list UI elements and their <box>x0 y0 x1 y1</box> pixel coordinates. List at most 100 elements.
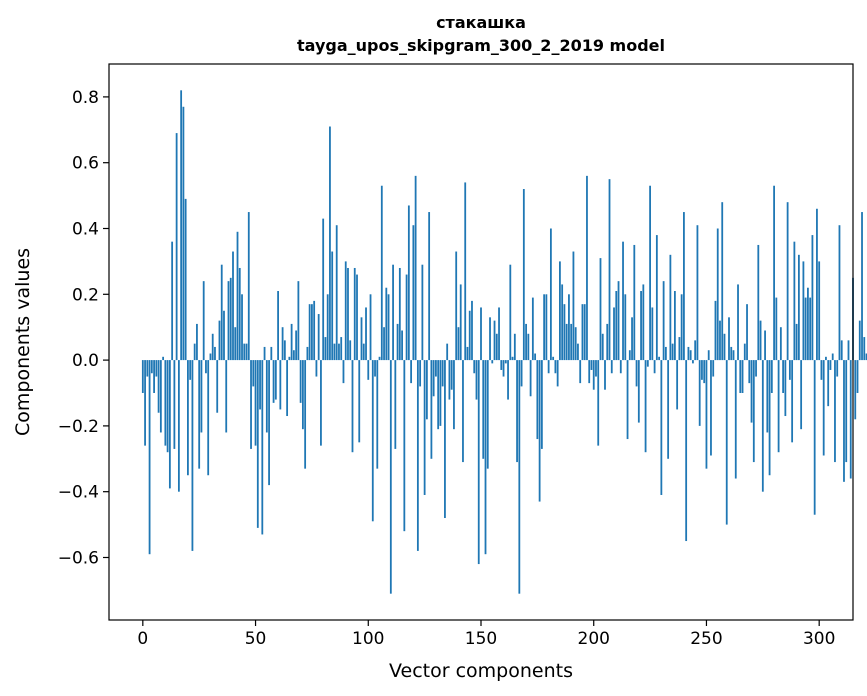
bar <box>863 337 866 361</box>
y-axis-ticks: −0.6 −0.4 −0.2 0.0 0.2 0.4 0.6 0.8 <box>58 88 109 568</box>
bar <box>225 360 228 433</box>
bar <box>306 346 309 361</box>
bar <box>308 304 311 361</box>
bar <box>816 208 818 361</box>
bar <box>655 235 658 361</box>
plot-frame <box>108 63 854 621</box>
bar <box>182 106 185 361</box>
bar <box>177 360 180 492</box>
bar <box>344 261 347 361</box>
bar <box>259 360 261 410</box>
bar <box>719 320 721 361</box>
bar <box>218 320 221 361</box>
bar <box>227 281 230 361</box>
bar <box>768 360 771 476</box>
bar <box>209 353 212 361</box>
bar <box>191 360 194 551</box>
bar <box>261 360 264 535</box>
bar <box>189 360 192 380</box>
bar <box>265 360 268 433</box>
bar <box>581 304 584 361</box>
bar <box>624 294 627 361</box>
bar <box>552 356 555 361</box>
bar <box>761 360 764 492</box>
bar <box>838 225 841 361</box>
bar <box>856 360 859 393</box>
bar <box>849 360 852 479</box>
bar <box>784 360 787 417</box>
bar <box>376 360 379 469</box>
x-axis-label: Vector components <box>389 660 573 682</box>
bar <box>473 360 476 374</box>
bar <box>601 333 604 361</box>
bar <box>365 307 367 361</box>
y-tick-label: −0.2 <box>58 417 99 437</box>
bar <box>669 254 672 361</box>
bar <box>653 360 656 374</box>
bar <box>475 360 478 400</box>
bar <box>313 300 316 361</box>
bar <box>680 294 683 361</box>
bar <box>504 360 507 364</box>
bar <box>396 323 399 361</box>
bar <box>748 360 751 384</box>
bar <box>320 360 322 446</box>
bar <box>561 284 564 361</box>
bar <box>157 360 160 413</box>
bar <box>703 360 706 384</box>
bar <box>162 356 165 361</box>
bar <box>613 307 615 361</box>
bar <box>590 360 593 370</box>
bar <box>809 297 812 361</box>
bar <box>689 350 692 361</box>
bar <box>840 340 843 361</box>
bar <box>547 360 550 374</box>
bar <box>423 360 426 495</box>
bar <box>646 360 649 367</box>
bar <box>333 343 336 361</box>
bar <box>635 360 638 387</box>
bar <box>387 294 390 361</box>
bar <box>628 350 631 361</box>
bar <box>673 291 676 361</box>
bar <box>723 333 726 361</box>
bar <box>854 360 857 420</box>
bar <box>256 360 259 528</box>
bar <box>238 267 241 361</box>
bar <box>270 346 273 361</box>
bar <box>342 360 345 384</box>
bar <box>732 350 735 361</box>
bar <box>698 360 701 426</box>
bar <box>241 294 243 361</box>
bar <box>755 360 757 377</box>
bar <box>829 360 832 370</box>
x-tick-label: 100 <box>352 629 384 649</box>
bar <box>527 333 530 361</box>
bar <box>592 360 595 390</box>
bar <box>412 225 415 361</box>
bar <box>353 267 356 361</box>
bar <box>301 360 304 430</box>
bar <box>500 360 503 370</box>
bar <box>608 179 611 361</box>
bar <box>540 360 543 449</box>
bar <box>159 360 162 433</box>
bar <box>836 360 839 377</box>
bar <box>847 340 850 361</box>
bar <box>211 333 214 361</box>
bar <box>335 225 338 361</box>
bar <box>678 337 681 361</box>
bar <box>750 360 753 423</box>
bar <box>516 360 518 463</box>
bar <box>694 340 697 361</box>
bar <box>579 360 582 384</box>
bar <box>759 320 762 361</box>
bar <box>559 261 561 361</box>
bar <box>520 360 523 387</box>
bar <box>565 323 568 361</box>
bar <box>216 360 219 413</box>
bar <box>707 350 710 361</box>
bar <box>651 307 654 361</box>
bar <box>637 360 640 423</box>
bar <box>311 304 313 361</box>
